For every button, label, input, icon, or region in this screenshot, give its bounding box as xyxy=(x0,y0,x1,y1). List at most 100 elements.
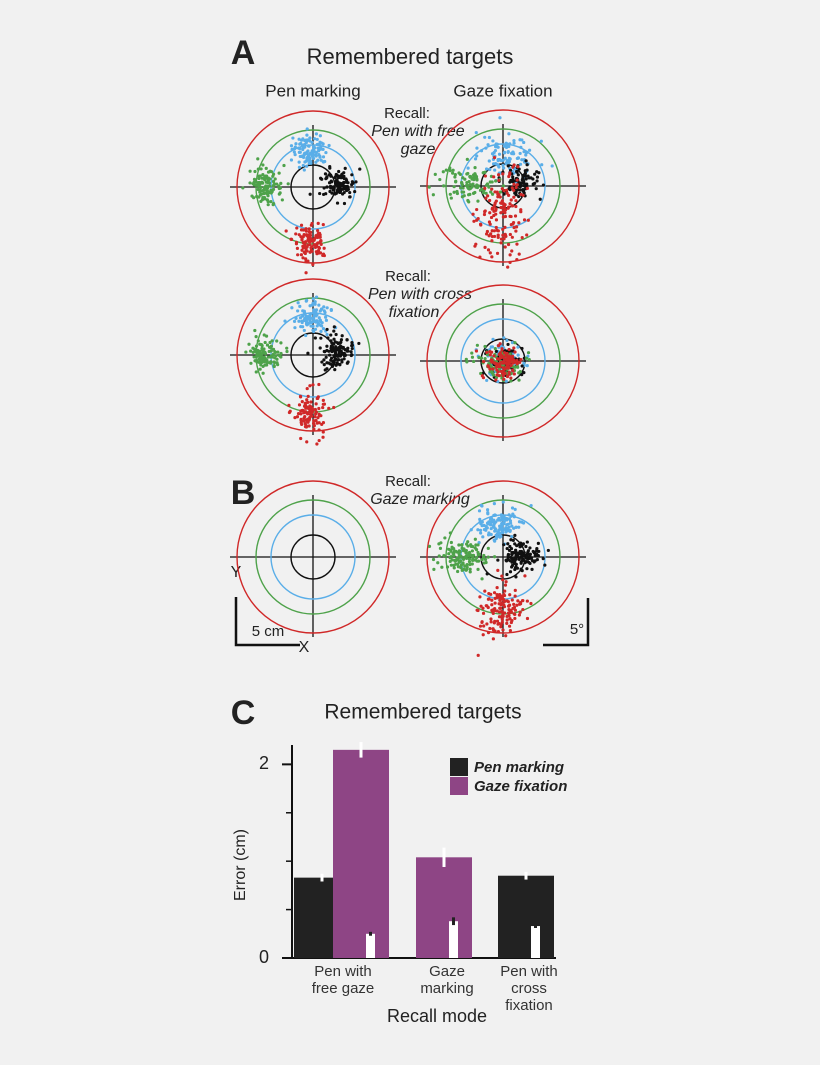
dot xyxy=(321,160,326,164)
dot xyxy=(322,192,326,197)
dot xyxy=(503,527,507,531)
dot xyxy=(310,249,314,253)
dot xyxy=(493,601,497,605)
dot xyxy=(525,182,529,186)
dot xyxy=(350,180,355,184)
dot xyxy=(477,509,482,513)
dot xyxy=(309,324,313,328)
dot xyxy=(313,327,318,331)
dot xyxy=(486,194,490,198)
dot xyxy=(302,411,306,415)
dot xyxy=(299,138,304,142)
dot xyxy=(290,147,294,151)
dot xyxy=(465,563,469,567)
dot xyxy=(505,366,509,370)
dot xyxy=(304,227,308,231)
dot xyxy=(498,351,502,355)
dot xyxy=(505,338,509,343)
dot xyxy=(521,558,525,562)
dot xyxy=(247,342,251,346)
dot xyxy=(257,360,261,365)
dot xyxy=(322,363,326,367)
dot xyxy=(319,145,323,149)
dot xyxy=(482,190,486,195)
dot xyxy=(452,190,456,194)
dot xyxy=(512,179,516,183)
dot xyxy=(292,147,297,151)
target-ring xyxy=(255,499,371,615)
dot xyxy=(316,241,320,245)
dot xyxy=(309,414,314,418)
dot xyxy=(271,187,276,191)
dot xyxy=(311,328,315,332)
dot xyxy=(466,544,470,548)
dot xyxy=(520,346,524,351)
dot xyxy=(507,156,511,160)
dot xyxy=(286,182,290,186)
dot xyxy=(460,543,464,547)
dot xyxy=(535,175,540,179)
dot xyxy=(489,345,493,349)
dot xyxy=(489,516,494,521)
dot xyxy=(481,171,486,175)
dot xyxy=(533,172,537,176)
dot xyxy=(268,169,272,173)
dot xyxy=(501,371,505,375)
dot xyxy=(495,619,500,623)
dot xyxy=(488,198,492,203)
dot xyxy=(320,321,324,325)
dot xyxy=(485,182,490,186)
dot xyxy=(324,318,329,322)
dot xyxy=(512,141,516,145)
dot xyxy=(465,567,469,572)
dot xyxy=(305,164,309,168)
dot xyxy=(528,546,532,550)
dot xyxy=(469,528,473,532)
dot xyxy=(501,500,505,504)
dot xyxy=(348,195,352,199)
dot xyxy=(505,546,509,551)
dot xyxy=(453,172,457,177)
dot xyxy=(275,357,279,361)
dot xyxy=(343,353,347,357)
dot xyxy=(473,244,477,248)
dot xyxy=(313,146,317,150)
dot xyxy=(321,435,325,439)
dot xyxy=(499,201,503,205)
dot xyxy=(498,195,502,199)
dot xyxy=(474,349,479,353)
dot xyxy=(339,184,344,188)
dot xyxy=(513,214,518,218)
dot xyxy=(263,350,267,354)
dot xyxy=(323,315,328,319)
dot xyxy=(452,566,456,570)
dot xyxy=(254,344,259,348)
target-ring xyxy=(445,128,561,244)
dot xyxy=(317,245,321,250)
dot xyxy=(309,159,313,163)
dot xyxy=(324,150,328,155)
dot xyxy=(462,567,466,571)
dot xyxy=(454,558,458,563)
dot xyxy=(436,561,440,565)
dot xyxy=(461,561,465,565)
dot xyxy=(515,183,519,187)
dot xyxy=(502,599,507,604)
dot xyxy=(350,173,354,177)
dot xyxy=(308,384,312,388)
dot xyxy=(508,253,512,257)
dot xyxy=(341,192,345,196)
dot xyxy=(514,229,518,233)
dot xyxy=(506,242,511,247)
dot xyxy=(261,357,265,361)
dot xyxy=(305,249,309,253)
dot xyxy=(516,345,520,349)
dot xyxy=(505,572,509,577)
dot xyxy=(299,420,303,425)
dot xyxy=(515,242,519,246)
dot xyxy=(471,191,476,195)
dot xyxy=(493,513,498,517)
dot xyxy=(508,180,512,184)
dot xyxy=(319,329,323,333)
dot xyxy=(461,557,466,561)
